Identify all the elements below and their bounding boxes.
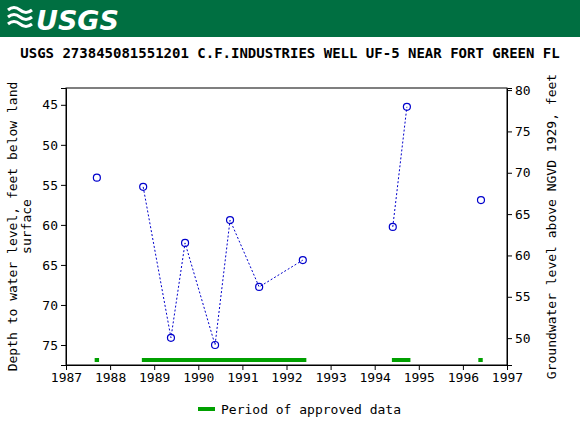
x-tick: 1992	[271, 365, 302, 385]
approved-period	[392, 358, 411, 362]
y2-tick-label: 70	[515, 165, 531, 180]
y2-tick-label: 55	[515, 289, 531, 304]
x-tick-label: 1992	[271, 370, 302, 385]
data-point	[167, 334, 174, 341]
y2-axis: 50 55 60 65 70 75 80	[507, 83, 531, 366]
y-axis-title: Depth to water level, feet below land	[5, 82, 20, 372]
y-tick-label: 75	[42, 338, 58, 353]
approved-period	[95, 358, 99, 362]
series-line	[97, 107, 481, 345]
y-tick-mark	[61, 145, 66, 146]
y-tick-label: 55	[42, 178, 58, 193]
y-tick-mark	[61, 105, 66, 106]
y-tick: 75	[42, 338, 66, 353]
y2-tick: 55	[507, 289, 531, 304]
logo-wave	[8, 8, 32, 13]
y2-tick-mark	[507, 338, 512, 339]
x-tick: 1993	[315, 365, 346, 385]
y-tick: 65	[42, 258, 66, 273]
logo-wave	[8, 15, 32, 20]
x-tick: 1994	[360, 365, 391, 385]
data-point	[227, 217, 234, 224]
y2-tick-label: 65	[515, 207, 531, 222]
x-tick: 1991	[227, 365, 258, 385]
y-tick: 50	[42, 138, 66, 153]
title: USGS 273845081551201 C.F.INDUSTRIES WELL…	[20, 45, 559, 61]
legend-label: Period of approved data	[221, 402, 401, 417]
data-point	[182, 239, 189, 246]
plot-frame	[66, 88, 507, 365]
data-point	[93, 174, 100, 181]
x-tick-label: 1990	[183, 370, 214, 385]
y-tick-label: 70	[42, 298, 58, 313]
y-axis: 45 50 55 60 65 70 75	[42, 89, 66, 366]
data-point	[403, 103, 410, 110]
data-point	[256, 283, 263, 290]
y-tick-mark	[61, 345, 66, 346]
x-tick-label: 1997	[492, 370, 523, 385]
x-tick: 1987	[51, 365, 82, 385]
y2-tick-mark	[507, 214, 512, 215]
x-tick: 1988	[95, 365, 126, 385]
y-tick: 60	[42, 218, 66, 233]
y2-tick-label: 75	[515, 124, 531, 139]
header-band	[0, 0, 580, 37]
data-point	[212, 341, 219, 348]
chart-svg: USGS USGS 273845081551201 C.F.INDUSTRIES …	[0, 0, 580, 430]
plot-area	[93, 103, 484, 362]
y2-tick: 50	[507, 331, 531, 346]
y2-axis-title: Groundwater level above NGVD 1929, feet	[544, 74, 559, 379]
y2-axis-line	[508, 89, 513, 366]
data-point	[140, 183, 147, 190]
y2-tick-mark	[507, 90, 512, 91]
y2-tick-label: 50	[515, 331, 531, 346]
y-tick-label: 65	[42, 258, 58, 273]
x-tick-label: 1991	[227, 370, 258, 385]
y2-tick: 60	[507, 248, 531, 263]
y2-tick-label: 60	[515, 248, 531, 263]
approved-period	[478, 358, 482, 362]
y-axis-title: surface	[19, 199, 34, 254]
y-tick: 70	[42, 298, 66, 313]
y-tick: 55	[42, 178, 66, 193]
approved-period	[142, 358, 306, 362]
x-tick: 1997	[492, 365, 523, 385]
x-tick-label: 1994	[360, 370, 391, 385]
x-tick-label: 1995	[404, 370, 435, 385]
x-tick-label: 1993	[315, 370, 346, 385]
y-tick: 45	[42, 97, 66, 112]
y2-tick: 65	[507, 207, 531, 222]
y-tick-mark	[61, 185, 66, 186]
x-tick: 1996	[448, 365, 479, 385]
y-tick-label: 45	[42, 97, 58, 112]
x-tick-label: 1987	[51, 370, 82, 385]
y-tick-mark	[61, 305, 66, 306]
y2-tick-label: 80	[515, 83, 531, 98]
legend-swatch	[198, 407, 215, 411]
x-tick: 1995	[404, 365, 435, 385]
x-tick-label: 1989	[139, 370, 170, 385]
data-point	[477, 197, 484, 204]
y-tick-mark	[61, 265, 66, 266]
y2-tick-mark	[507, 297, 512, 298]
logo-text: USGS	[36, 5, 119, 36]
y2-tick: 75	[507, 124, 531, 139]
y2-tick-mark	[507, 173, 512, 174]
y-tick-label: 50	[42, 138, 58, 153]
logo-icon	[8, 8, 32, 27]
x-tick: 1990	[183, 365, 214, 385]
y2-tick-mark	[507, 255, 512, 256]
y2-tick: 70	[507, 165, 531, 180]
y-tick-mark	[61, 225, 66, 226]
y2-tick: 80	[507, 83, 531, 98]
y-tick-label: 60	[42, 218, 58, 233]
data-point	[299, 257, 306, 264]
data-point	[389, 223, 396, 230]
x-tick-label: 1996	[448, 370, 479, 385]
x-tick: 1989	[139, 365, 170, 385]
logo-wave	[8, 22, 32, 27]
x-tick-label: 1988	[95, 370, 126, 385]
y2-tick-mark	[507, 131, 512, 132]
x-axis: 1987 1988 1989 1990 1991 1992 1993 1994 1995 1996…	[51, 365, 523, 385]
